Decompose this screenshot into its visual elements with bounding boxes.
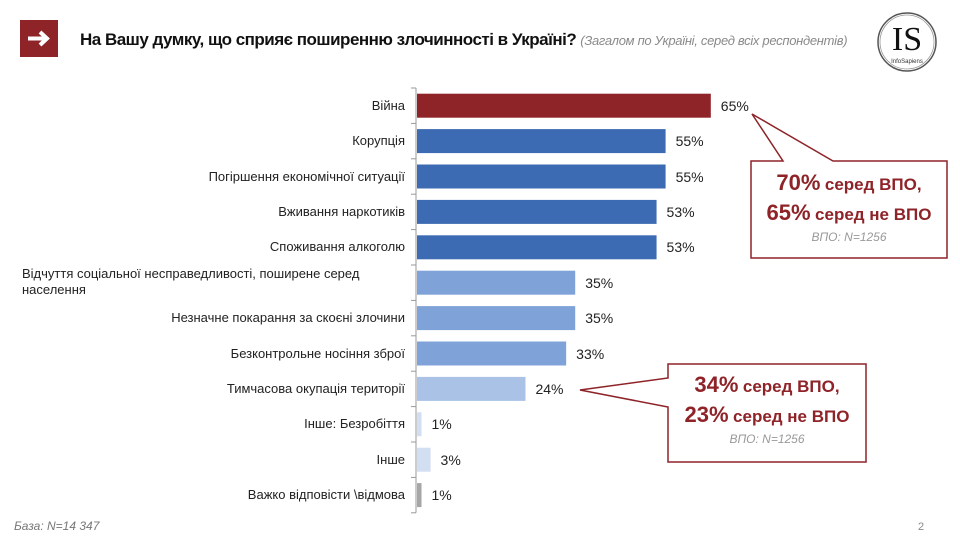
category-label: Відчуття соціальної несправедливості, по… [22,265,360,297]
svg-text:IS: IS [892,21,922,58]
value-label: 3% [440,451,461,468]
category-label: Корупція [352,133,405,149]
value-label: 53% [666,203,695,220]
bar [417,199,657,224]
value-label: 53% [666,239,695,256]
bar [417,412,422,437]
page-title: На Вашу думку, що сприяє поширенню злочи… [80,30,848,50]
bar [417,235,657,260]
bar [417,483,422,508]
category-label: Війна [371,97,405,113]
value-label: 1% [431,487,452,504]
callout-okupatsiia: 34% серед ВПО, 23% серед не ВПО ВПО: N=1… [684,372,850,446]
bar [417,306,576,331]
bar [417,270,576,295]
bar [417,164,666,189]
infosapiens-logo: IS InfoSapiens [877,12,937,72]
value-label: 33% [576,345,605,362]
page-number: 2 [918,521,925,533]
bar [417,341,567,366]
arrow-badge [20,20,58,57]
category-label: Вживання наркотиків [278,203,405,219]
bar [417,376,526,401]
bar [417,129,666,154]
value-label: 1% [431,416,452,433]
category-label: Споживання алкоголю [269,239,405,255]
category-label: Безконтрольне носіння зброї [230,345,405,361]
value-label: 35% [585,310,614,327]
arrow-right-icon [28,30,50,47]
value-label: 55% [675,168,704,185]
category-label: Інше: Безробіття [304,416,405,432]
svg-text:InfoSapiens: InfoSapiens [891,59,923,65]
category-label: Важко відповісти \відмова [247,487,405,503]
value-label: 65% [720,97,749,114]
value-label: 24% [535,380,564,397]
subtitle: (Загалом по Україні, серед всіх респонде… [580,33,848,48]
value-label: 35% [585,274,614,291]
category-label: Погіршення економічної ситуації [208,168,405,184]
bar [417,93,711,118]
category-label: Тимчасова окупація території [226,380,405,396]
category-label: Інше [376,451,405,467]
bar [417,447,431,472]
value-label: 55% [675,133,704,150]
base-note: База: N=14 347 [14,519,100,533]
callout-vijna: 70% серед ВПО, 65% серед не ВПО ВПО: N=1… [766,170,932,244]
title-text: На Вашу думку, що сприяє поширенню злочи… [80,30,577,49]
category-label: Незначне покарання за скоєні злочини [171,310,405,326]
